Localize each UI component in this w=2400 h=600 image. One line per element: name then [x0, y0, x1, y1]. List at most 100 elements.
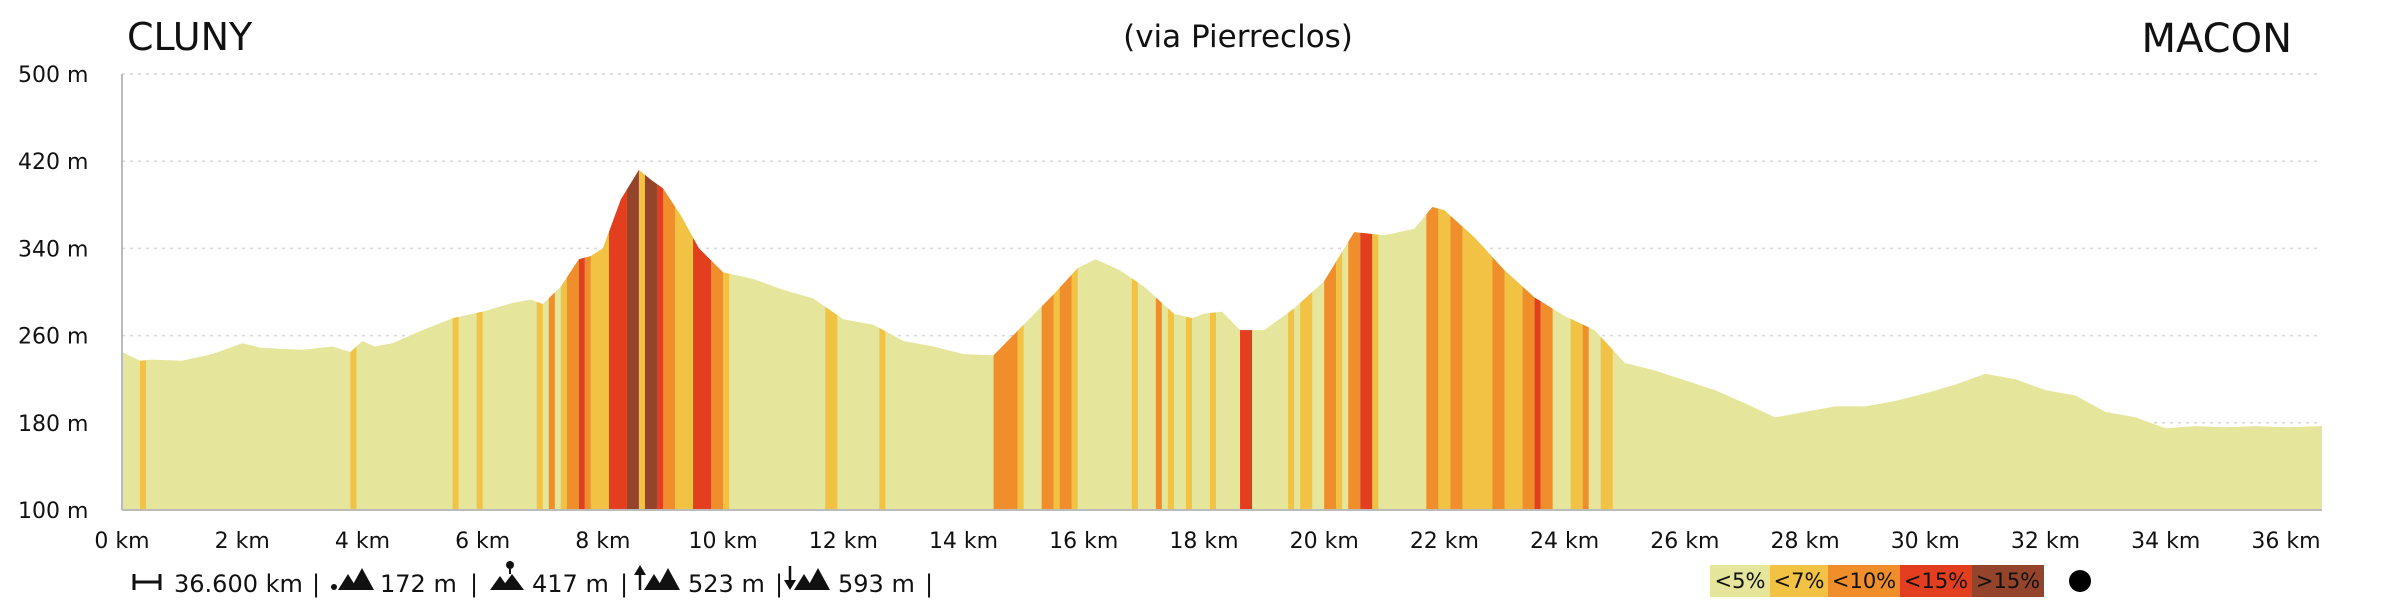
- gradient-band: [1462, 169, 1493, 510]
- legend-label: >15%: [1976, 569, 2040, 593]
- stat-separator: |: [775, 570, 783, 598]
- x-tick-label: 32 km: [2011, 529, 2080, 554]
- legend-marker-dot: [2069, 570, 2091, 592]
- stat-total-ascent: 523 m: [688, 570, 765, 598]
- gradient-band: [1059, 169, 1072, 510]
- gradient-band: [476, 169, 483, 510]
- chart-title-start: CLUNY: [127, 15, 253, 59]
- chart-title-via: (via Pierreclos): [1123, 19, 1353, 55]
- ascent-icon: [634, 565, 680, 590]
- gradient-band: [590, 169, 609, 510]
- y-tick-label: 500 m: [18, 63, 88, 88]
- x-tick-label: 12 km: [809, 529, 878, 554]
- gradient-band: [711, 169, 724, 510]
- gradient-band: [1324, 169, 1337, 510]
- gradient-band: [1540, 169, 1553, 510]
- gradient-band: [1300, 169, 1313, 510]
- y-tick-label: 340 m: [18, 237, 88, 262]
- gradient-band: [1534, 169, 1541, 510]
- x-tick-label: 16 km: [1049, 529, 1118, 554]
- legend-swatch: [1770, 565, 1828, 597]
- gradient-band: [825, 169, 838, 510]
- elevation-area: [122, 169, 2322, 510]
- x-tick-label: 28 km: [1770, 529, 1839, 554]
- max-altitude-icon: [490, 561, 524, 590]
- y-tick-label: 180 m: [18, 412, 88, 437]
- stat-min-altitude: 172 m: [380, 570, 457, 598]
- gradient-band: [1360, 169, 1373, 510]
- gradient-band: [350, 169, 357, 510]
- y-tick-label: 260 m: [18, 325, 88, 350]
- gradient-band: [1053, 169, 1060, 510]
- gradient-band: [536, 169, 543, 510]
- x-axis: 0 km 2 km 4 km 6 km 8 km 10 km 12 km 14 km 16 km…: [94, 529, 2320, 554]
- x-tick-label: 24 km: [1530, 529, 1599, 554]
- gradient-legend: <5% <7% <10% <15% >15%: [1710, 565, 2044, 597]
- gradient-band: [608, 169, 627, 510]
- gradient-band: [1185, 169, 1192, 510]
- x-tick-label: 10 km: [689, 529, 758, 554]
- x-tick-label: 26 km: [1650, 529, 1719, 554]
- descent-icon: [784, 566, 830, 590]
- gradient-band: [1131, 169, 1138, 510]
- y-tick-label: 100 m: [18, 499, 88, 524]
- gradient-band: [1167, 169, 1174, 510]
- legend-label: <7%: [1774, 569, 1825, 593]
- gradient-band: [452, 169, 459, 510]
- gradient-band: [1209, 169, 1216, 510]
- stat-separator: |: [620, 570, 628, 598]
- x-tick-label: 20 km: [1290, 529, 1359, 554]
- legend-swatch: [1828, 565, 1900, 597]
- gradient-band: [656, 169, 663, 510]
- x-tick-label: 14 km: [929, 529, 998, 554]
- stat-separator: |: [925, 570, 933, 598]
- distance-icon: [132, 574, 162, 590]
- gradient-band: [1522, 169, 1535, 510]
- gradient-band: [723, 169, 730, 510]
- gradient-band: [1336, 169, 1343, 510]
- x-tick-label: 30 km: [1891, 529, 1960, 554]
- gradient-band: [1041, 169, 1054, 510]
- x-tick-label: 36 km: [2251, 529, 2320, 554]
- gradient-band: [1438, 169, 1451, 510]
- gradient-band: [560, 169, 567, 510]
- gradient-band: [578, 169, 585, 510]
- gradient-band: [1570, 169, 1583, 510]
- gradient-band: [1372, 169, 1379, 510]
- legend-swatch: [1710, 565, 1770, 597]
- route-stats: 36.600 km | 172 m | 417 m | 523 m |: [132, 561, 933, 598]
- gradient-band: [1600, 169, 1613, 510]
- x-tick-label: 0 km: [94, 529, 149, 554]
- gradient-band: [1288, 169, 1295, 510]
- x-tick-label: 6 km: [455, 529, 510, 554]
- gradient-band: [879, 169, 886, 510]
- gradient-band: [1450, 169, 1463, 510]
- gradient-band: [638, 169, 645, 510]
- stat-max-altitude: 417 m: [532, 570, 609, 598]
- y-axis: 100 m 180 m 260 m 340 m 420 m 500 m: [18, 63, 88, 524]
- gradient-band: [566, 169, 579, 510]
- x-tick-label: 22 km: [1410, 529, 1479, 554]
- gradient-band: [1582, 169, 1589, 510]
- gradient-band: [644, 169, 657, 510]
- legend-label: <15%: [1904, 569, 1968, 593]
- legend-label: <10%: [1832, 569, 1896, 593]
- gradient-band: [1348, 169, 1361, 510]
- stat-separator: |: [470, 570, 478, 598]
- min-altitude-icon: [331, 568, 374, 590]
- gradient-band: [1504, 169, 1523, 510]
- gradient-band: [1071, 169, 1078, 510]
- gradient-band: [1240, 169, 1253, 510]
- x-tick-label: 4 km: [335, 529, 390, 554]
- legend-swatch: [1900, 565, 1972, 597]
- gradient-band: [1155, 169, 1162, 510]
- stat-total-descent: 593 m: [838, 570, 915, 598]
- legend-swatch: [1972, 565, 2044, 597]
- gradient-band: [1426, 169, 1439, 510]
- y-tick-label: 420 m: [18, 150, 88, 175]
- gradient-band: [675, 169, 694, 510]
- stat-separator: |: [312, 570, 320, 598]
- gradient-band: [693, 169, 712, 510]
- x-tick-label: 8 km: [575, 529, 630, 554]
- gradient-band: [1017, 169, 1024, 510]
